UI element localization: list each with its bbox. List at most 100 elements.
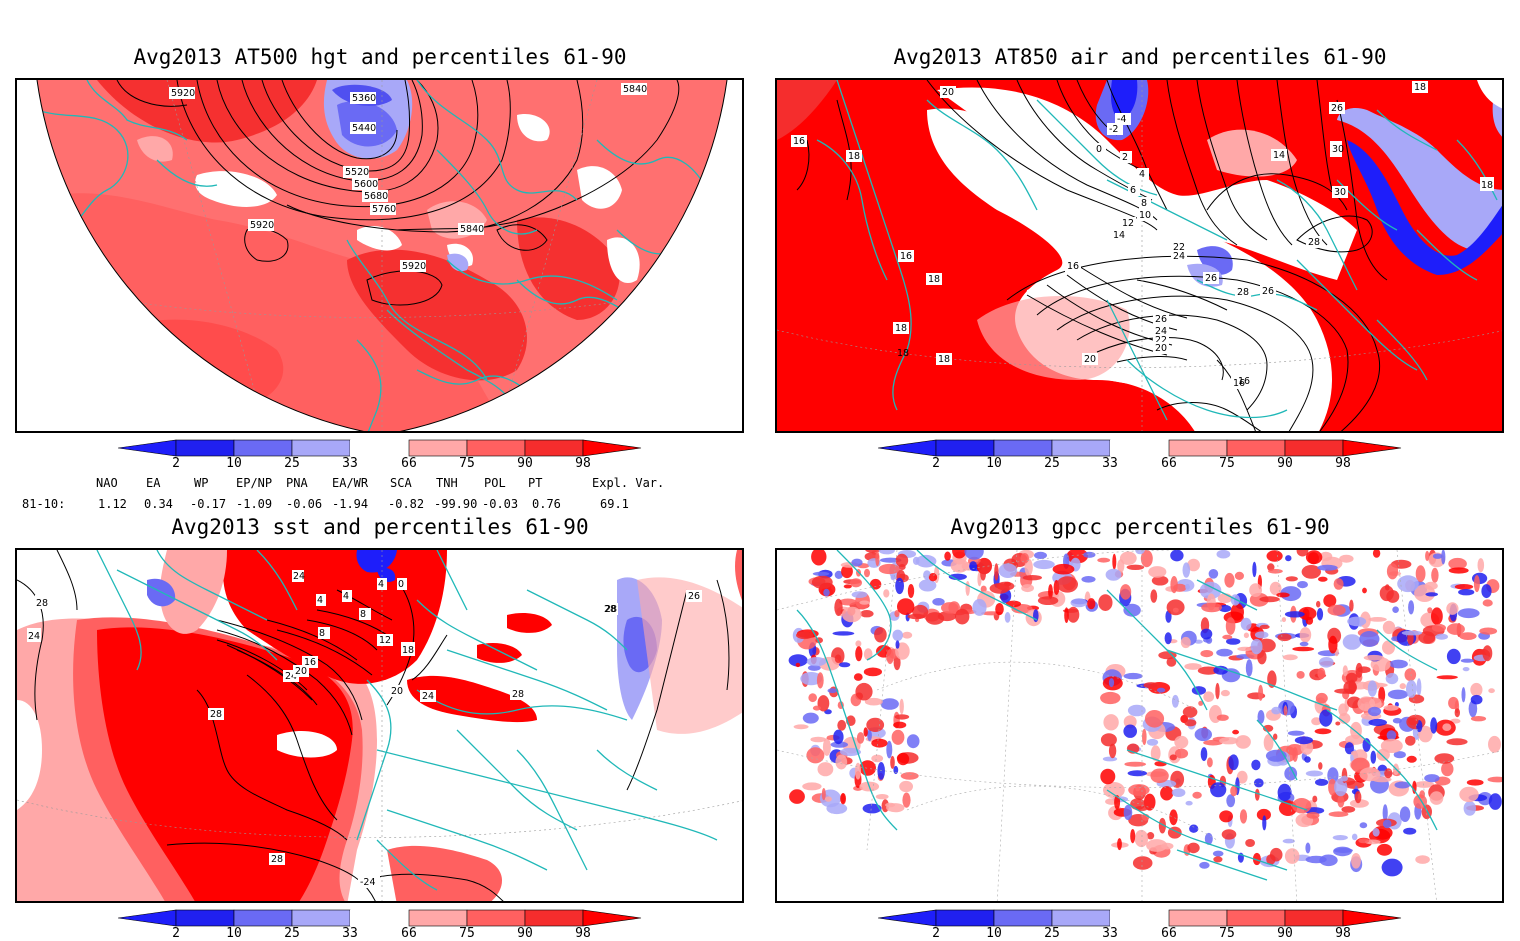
precip-anomaly-patch	[1108, 743, 1117, 759]
svg-text:28: 28	[604, 604, 616, 615]
precip-anomaly-patch	[863, 727, 868, 737]
contour-label: 16	[1065, 260, 1081, 272]
precip-anomaly-patch	[895, 577, 904, 595]
precip-anomaly-patch	[1197, 666, 1219, 675]
precip-anomaly-patch	[952, 550, 967, 559]
precip-anomaly-patch	[1257, 710, 1265, 724]
svg-text:12: 12	[1122, 218, 1134, 229]
precip-anomaly-patch	[1446, 623, 1465, 635]
svg-text:5440: 5440	[352, 123, 376, 134]
precip-anomaly-patch	[1384, 768, 1393, 779]
svg-text:18: 18	[1481, 180, 1493, 191]
precip-anomaly-patch	[862, 803, 882, 814]
precip-anomaly-patch	[816, 672, 824, 689]
precip-anomaly-patch	[863, 667, 882, 677]
svg-text:-4: -4	[1117, 114, 1126, 125]
precip-anomaly-patch	[1406, 755, 1417, 763]
colorbar-tick-label: 10	[986, 926, 1002, 941]
precip-anomaly-patch	[880, 698, 899, 710]
precip-anomaly-patch	[1150, 768, 1169, 784]
precip-anomaly-patch	[1282, 654, 1298, 661]
svg-text:16: 16	[900, 251, 912, 262]
precip-anomaly-patch	[1333, 578, 1344, 590]
precip-anomaly-patch	[1277, 633, 1292, 642]
precip-anomaly-patch	[1130, 829, 1136, 844]
contour-label: 5840	[458, 223, 484, 235]
contour-label: 26	[1203, 272, 1219, 284]
precip-anomaly-patch	[1212, 850, 1224, 857]
precip-anomaly-patch	[1219, 810, 1233, 823]
svg-text:5520: 5520	[345, 167, 369, 178]
index-value: -0.03	[482, 497, 519, 511]
precip-anomaly-patch	[1487, 776, 1502, 783]
precip-anomaly-patch	[1146, 839, 1168, 852]
precip-anomaly-patch	[1477, 558, 1485, 573]
svg-text:5760: 5760	[372, 204, 396, 215]
precip-anomaly-patch	[1120, 584, 1132, 600]
precip-anomaly-patch	[1305, 842, 1311, 854]
precip-anomaly-patch	[1252, 852, 1261, 866]
precip-anomaly-patch	[1123, 672, 1143, 680]
colorbar-tick-label: 66	[401, 926, 417, 941]
precip-anomaly-patch	[1403, 827, 1417, 835]
precip-anomaly-patch	[806, 747, 825, 764]
contour-label: 5680	[362, 190, 388, 202]
precip-anomaly-patch	[998, 563, 1018, 578]
precip-anomaly-patch	[1226, 794, 1236, 808]
precip-anomaly-patch	[1098, 594, 1113, 611]
precip-anomaly-patch	[1412, 780, 1417, 794]
precip-anomaly-patch	[1425, 592, 1438, 597]
precip-anomaly-patch	[1174, 748, 1189, 759]
precip-anomaly-patch	[1222, 634, 1233, 640]
precip-anomaly-patch	[855, 682, 873, 701]
precip-anomaly-patch	[1337, 795, 1345, 808]
contour-label: 26	[1260, 285, 1276, 297]
precip-anomaly-patch	[1245, 659, 1253, 677]
precip-anomaly-patch	[1210, 782, 1227, 798]
precip-anomaly-patch	[1258, 684, 1264, 701]
precip-anomaly-patch	[824, 796, 832, 802]
precip-anomaly-patch	[1297, 581, 1308, 589]
precip-anomaly-patch	[1406, 680, 1417, 698]
index-value: 0.34	[144, 497, 173, 511]
svg-text:5360: 5360	[352, 93, 376, 104]
precip-anomaly-patch	[1479, 627, 1498, 635]
precip-anomaly-patch	[1358, 838, 1370, 844]
contour-label: 5600	[352, 178, 378, 190]
precip-anomaly-patch	[1187, 842, 1200, 854]
precip-anomaly-patch	[948, 601, 960, 614]
precip-anomaly-patch	[1132, 856, 1153, 870]
precip-anomaly-patch	[1468, 700, 1478, 718]
precip-anomaly-patch	[907, 613, 926, 620]
precip-anomaly-patch	[1021, 584, 1034, 593]
colorbar-tick-label: 2	[172, 926, 180, 941]
precip-anomaly-patch	[1314, 728, 1332, 735]
precip-anomaly-patch	[1273, 733, 1278, 740]
precip-anomaly-patch	[915, 554, 937, 568]
precip-anomaly-patch	[1184, 719, 1197, 727]
svg-text:28: 28	[605, 604, 617, 615]
precip-anomaly-patch	[1123, 603, 1141, 617]
precip-anomaly-patch	[955, 608, 970, 625]
contour-label: 8	[318, 627, 330, 639]
precip-anomaly-patch	[1333, 846, 1352, 857]
precip-anomaly-patch	[1316, 600, 1321, 608]
precip-anomaly-patch	[1194, 727, 1212, 742]
svg-text:24: 24	[285, 671, 297, 682]
precip-anomaly-patch	[1319, 709, 1333, 727]
contour-label: 10	[1137, 209, 1153, 221]
colorbar-arrow-high	[582, 439, 642, 457]
precip-anomaly-patch	[1282, 838, 1295, 844]
svg-text:26: 26	[1155, 314, 1167, 325]
precip-anomaly-patch	[1199, 581, 1222, 600]
precip-anomaly-patch	[823, 588, 830, 597]
precip-anomaly-patch	[1224, 572, 1235, 588]
precip-anomaly-patch	[1124, 761, 1146, 767]
index-header: PNA	[286, 476, 308, 490]
precip-anomaly-patch	[1294, 736, 1313, 745]
colorbar-arrow-high	[1342, 439, 1402, 457]
precip-anomaly-patch	[895, 553, 909, 567]
precip-anomaly-patch	[1102, 756, 1118, 762]
precip-anomaly-patch	[902, 631, 913, 639]
precip-anomaly-patch	[1034, 551, 1047, 559]
